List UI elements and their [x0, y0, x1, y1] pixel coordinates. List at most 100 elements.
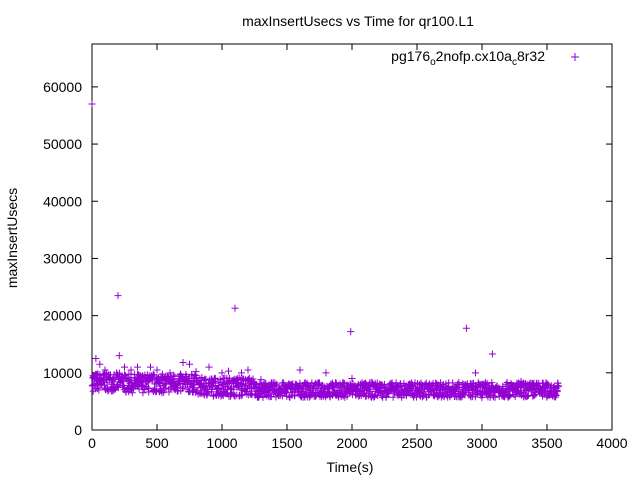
data-point [191, 371, 199, 379]
data-point [210, 378, 218, 386]
data-point [361, 379, 369, 387]
data-point [233, 383, 241, 391]
data-point [178, 384, 186, 392]
data-point [173, 384, 181, 392]
data-point [552, 392, 560, 400]
data-point [89, 372, 97, 380]
data-point [257, 376, 265, 384]
data-point [483, 380, 491, 388]
data-point [121, 363, 128, 371]
data-point [139, 381, 147, 389]
data-point [124, 377, 132, 385]
data-point [273, 380, 281, 388]
y-tick-label: 60000 [43, 79, 82, 95]
chart-title: maxInsertUsecs vs Time for qr100.L1 [242, 13, 474, 29]
data-point [462, 324, 470, 332]
x-tick-label: 0 [88, 435, 96, 451]
data-point [96, 360, 104, 368]
data-point [89, 381, 97, 389]
data-point [154, 375, 162, 383]
x-tick-label: 1500 [271, 435, 302, 451]
x-tick-label: 3000 [466, 435, 497, 451]
x-axis-label: Time(s) [327, 459, 374, 475]
data-point [134, 363, 141, 371]
data-point [114, 292, 122, 300]
y-tick-label: 10000 [43, 365, 82, 381]
data-point [386, 386, 394, 394]
data-point [133, 381, 141, 389]
data-point [218, 369, 226, 377]
data-point [291, 392, 299, 400]
data-point [376, 388, 384, 396]
data-point [144, 384, 152, 392]
data-point [371, 392, 379, 400]
data-point [242, 381, 250, 389]
data-point [121, 371, 129, 379]
legend: pg176o2nofp.cx10ac8r32 [391, 48, 579, 68]
data-point [502, 380, 510, 388]
x-tick-label: 1000 [206, 435, 237, 451]
data-point [449, 379, 457, 387]
data-point [147, 363, 154, 371]
data-point [455, 379, 463, 387]
y-tick-label: 0 [74, 422, 82, 438]
data-point [244, 366, 252, 374]
data-point [527, 387, 535, 395]
data-point [128, 389, 136, 397]
data-point [380, 380, 388, 388]
data-point [101, 366, 109, 374]
data-point [192, 368, 200, 376]
data-point [155, 379, 163, 387]
data-point [505, 393, 513, 401]
data-point [88, 100, 96, 108]
data-point [473, 386, 481, 394]
data-point [127, 366, 135, 374]
data-point [156, 385, 164, 393]
x-tick-label: 2500 [401, 435, 432, 451]
data-point [491, 393, 499, 401]
data-point [204, 389, 212, 397]
data-point [397, 381, 405, 389]
data-point [353, 386, 361, 394]
data-point [151, 386, 159, 394]
data-point [186, 360, 193, 368]
data-point [170, 378, 178, 386]
legend-label: pg176o2nofp.cx10ac8r32 [391, 48, 545, 68]
data-point [179, 359, 187, 367]
data-point [149, 371, 157, 379]
data-point [158, 389, 166, 397]
data-point [530, 379, 538, 387]
data-point [554, 379, 562, 387]
data-point [92, 355, 100, 363]
data-point [505, 392, 513, 400]
data-point [208, 388, 216, 396]
y-tick-label: 30000 [43, 250, 82, 266]
x-tick-label: 500 [145, 435, 169, 451]
data-point [555, 382, 563, 390]
data-point [322, 369, 330, 377]
data-point [166, 369, 174, 377]
data-point [472, 369, 479, 377]
data-point [511, 393, 519, 401]
data-point [315, 379, 323, 387]
x-tick-label: 4000 [596, 435, 627, 451]
data-point [95, 386, 103, 394]
data-point [121, 374, 129, 382]
data-point [392, 379, 400, 387]
data-point [282, 389, 290, 397]
data-point [517, 377, 525, 385]
x-tick-label: 2000 [336, 435, 367, 451]
y-tick-label: 50000 [43, 136, 82, 152]
x-tick-label: 3500 [531, 435, 562, 451]
data-point [249, 375, 257, 383]
y-tick-label: 20000 [43, 308, 82, 324]
data-point [259, 393, 267, 401]
data-point [225, 367, 232, 375]
data-point [188, 370, 196, 378]
data-point [153, 366, 161, 374]
data-point [139, 389, 147, 397]
plot-area: 0 500 1000 1500 2000 2500 3000 3500 4000 0 10000 20… [43, 43, 628, 451]
data-point [231, 304, 239, 312]
